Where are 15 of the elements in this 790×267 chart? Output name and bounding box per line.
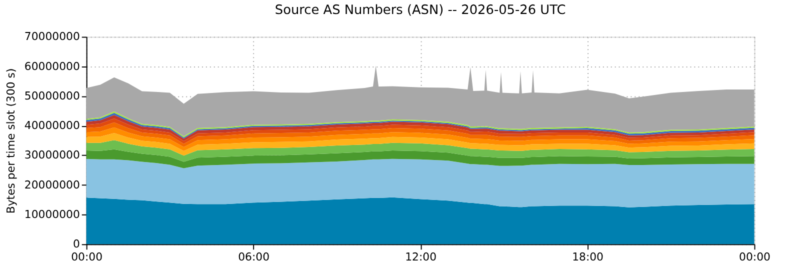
x-tick-label: 00:00 — [71, 250, 103, 264]
y-axis-title: Bytes per time slot (300 s) — [4, 68, 18, 214]
chart-title: Source AS Numbers (ASN) -- 2026-05-26 UTC — [274, 2, 566, 18]
x-tick-label: 00:00 — [739, 250, 771, 264]
y-tick-label: 10000000 — [24, 208, 80, 222]
y-tick-label: 70000000 — [24, 30, 80, 44]
y-tick-label: 50000000 — [24, 89, 80, 102]
x-tick-label: 06:00 — [238, 250, 270, 264]
y-tick-label: 30000000 — [24, 148, 80, 162]
y-tick-label: 0 — [72, 238, 80, 251]
y-tick-label: 60000000 — [24, 60, 80, 73]
y-tick-label: 40000000 — [24, 119, 80, 132]
x-tick-label: 12:00 — [405, 250, 437, 264]
x-tick-label: 18:00 — [572, 250, 604, 264]
y-tick-label: 20000000 — [24, 178, 80, 192]
